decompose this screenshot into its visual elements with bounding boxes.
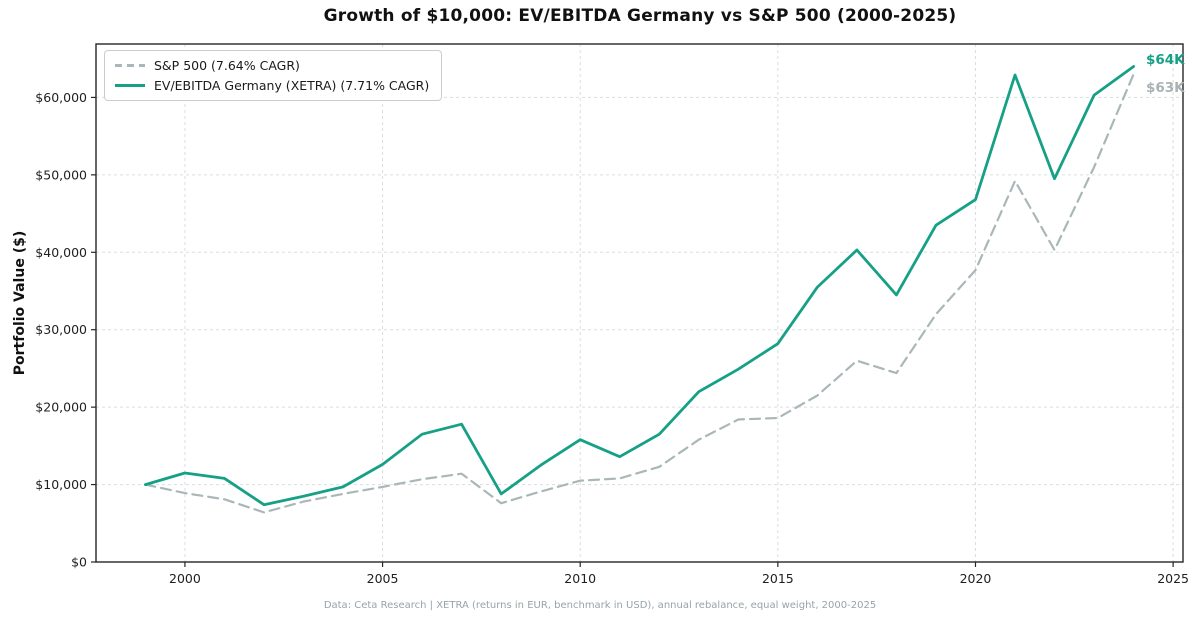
x-tick-label: 2025 (1157, 571, 1189, 586)
x-tick-label: 2005 (367, 571, 399, 586)
x-tick-label: 2020 (960, 571, 992, 586)
germany-line (143, 65, 1135, 507)
x-tick-label: 2015 (762, 571, 794, 586)
x-tick-label: 2000 (169, 571, 201, 586)
y-tick-label: $50,000 (35, 167, 87, 182)
y-tick-label: $60,000 (35, 90, 87, 105)
legend-label-germany: EV/EBITDA Germany (XETRA) (7.71% CAGR) (154, 78, 430, 93)
data-source-caption: Data: Ceta Research | XETRA (returns in … (323, 600, 877, 611)
y-tick-label: $10,000 (35, 477, 87, 492)
y-tick-label: $40,000 (35, 245, 87, 260)
x-tick-label: 2010 (564, 571, 596, 586)
germany-line-swatch (115, 84, 145, 87)
plot-border (95, 43, 1184, 563)
sp500-line (144, 73, 1135, 514)
y-tick-label: $30,000 (35, 322, 87, 337)
y-tick-label: $20,000 (35, 400, 87, 415)
sp500-line-swatch (115, 64, 145, 67)
chart-title: Growth of $10,000: EV/EBITDA Germany vs … (323, 6, 957, 26)
legend-item-sp500: S&P 500 (7.64% CAGR) (115, 58, 429, 73)
legend-label-sp500: S&P 500 (7.64% CAGR) (154, 58, 300, 73)
germany-end-value-label: $64K (1146, 52, 1185, 68)
sp500-end-value-label: $63K (1146, 80, 1185, 96)
y-tick-label: $0 (71, 555, 87, 570)
legend-item-germany: EV/EBITDA Germany (XETRA) (7.71% CAGR) (115, 78, 429, 93)
legend: S&P 500 (7.64% CAGR) EV/EBITDA Germany (… (104, 50, 443, 101)
